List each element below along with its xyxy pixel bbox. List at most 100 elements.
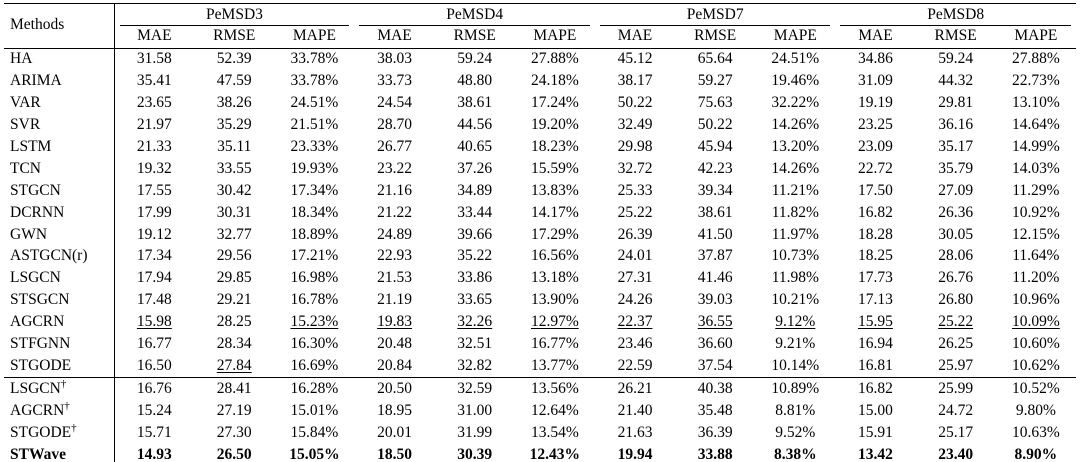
metric-value: 13.83% (530, 181, 579, 199)
metric-value: 12.64% (530, 401, 579, 419)
table-row: VAR 23.65 38.26 24.51% 24.54 38.61 17.24% 50.22… (4, 92, 1076, 115)
metric-value: 19.19 (858, 94, 893, 112)
metric-value: 22.72 (858, 159, 893, 177)
table-row: AGCRN† 15.24 27.19 15.01% 18.95 31.00 12.64% 21… (4, 400, 1076, 423)
metric-value: 24.72 (938, 401, 974, 419)
metric-value: 18.89% (290, 225, 339, 243)
metric-value: 32.49 (617, 116, 653, 134)
metric-value: 14.03% (1011, 159, 1060, 177)
metric-value: 21.63 (617, 423, 653, 441)
table-row: STGCN 17.55 30.42 17.34% 21.16 34.89 13.83% 25.… (4, 180, 1076, 203)
metric-value: 26.80 (938, 291, 974, 309)
metric-value: 18.95 (377, 401, 412, 419)
metric-value: 17.99 (136, 203, 172, 221)
metric-value: 25.22 (938, 313, 974, 331)
metric-value: 23.33% (290, 137, 339, 155)
metric-value: 15.23% (290, 313, 339, 331)
metric-value: 14.17% (530, 203, 579, 221)
metric-value: 42.23 (697, 159, 733, 177)
metric-value: 37.26 (457, 159, 493, 177)
metric-value: 23.22 (377, 159, 412, 177)
metric-value: 21.19 (377, 291, 412, 309)
metric-value: 26.50 (216, 445, 252, 462)
header-row-metrics: MAE RMSE MAPE MAE RMSE MAPE MAE RMSE MAPE MAE RMSE… (4, 25, 1076, 49)
metric-value: 27.30 (216, 423, 252, 441)
metric-value: 75.63 (697, 94, 733, 112)
metric-header: RMSE (434, 25, 515, 49)
metric-value: 33.78% (290, 50, 339, 68)
metric-value: 10.96% (1011, 291, 1060, 309)
metric-value: 29.81 (938, 94, 974, 112)
metric-value: 59.24 (938, 50, 974, 68)
metric-value: 21.53 (377, 269, 412, 287)
metric-value: 65.64 (697, 50, 733, 68)
dagger-mark: † (71, 422, 77, 434)
table-row: HA 31.58 52.39 33.78% 38.03 59.24 27.88% 45.12 6… (4, 48, 1076, 71)
metric-value: 23.46 (617, 335, 653, 353)
metric-value: 14.26% (771, 159, 820, 177)
metric-header: MAE (354, 25, 435, 49)
metric-value: 17.24% (530, 94, 579, 112)
metric-value: 11.82% (771, 203, 819, 221)
metric-value: 38.61 (697, 203, 733, 221)
metric-value: 28.70 (377, 116, 412, 134)
metric-value: 21.40 (617, 401, 653, 419)
metric-value: 28.06 (938, 247, 974, 265)
methods-header: Methods (4, 3, 115, 49)
metric-value: 36.16 (938, 116, 974, 134)
metric-value: 24.26 (617, 291, 653, 309)
method-name: STSGCN (4, 289, 115, 312)
method-name: VAR (4, 92, 115, 115)
dataset-header-pemsd7: PeMSD7 (595, 4, 835, 26)
metric-value: 50.22 (617, 94, 653, 112)
metric-value: 8.90% (1014, 445, 1058, 462)
metric-value: 8.81% (775, 401, 816, 419)
metric-value: 15.24 (136, 401, 172, 419)
metric-header: MAE (835, 25, 916, 49)
metric-value: 27.84 (216, 357, 252, 374)
metric-value: 14.26% (771, 116, 820, 134)
metric-value: 11.97% (771, 225, 819, 243)
table-row: STWave 14.93 26.50 15.05% 18.50 30.39 12.43% 19… (4, 444, 1076, 462)
method-name: LSGCN† (4, 377, 115, 401)
metric-value: 25.22 (617, 203, 653, 221)
metric-value: 34.89 (457, 181, 493, 199)
metric-value: 13.20% (771, 137, 820, 155)
header-row-datasets: Methods PeMSD3 PeMSD4 PeMSD7 PeMSD8 (4, 3, 1076, 49)
method-name: STGODE (4, 355, 115, 378)
metric-value: 16.82 (858, 203, 893, 221)
method-name: HA (4, 48, 115, 71)
metric-value: 35.22 (457, 247, 493, 265)
metric-value: 39.03 (697, 291, 733, 309)
metric-header: MAPE (995, 25, 1076, 49)
metric-header: MAE (114, 25, 195, 49)
metric-value: 17.48 (136, 291, 172, 309)
metric-value: 10.62% (1011, 357, 1060, 374)
method-name: SVR (4, 114, 115, 137)
metric-value: 31.58 (136, 50, 172, 68)
metric-value: 45.94 (697, 137, 733, 155)
metric-value: 19.93% (290, 159, 339, 177)
metric-value: 13.18% (530, 269, 579, 287)
metric-value: 10.92% (1011, 203, 1060, 221)
metric-value: 16.28% (274, 377, 355, 401)
metric-value: 33.86 (457, 269, 493, 287)
metric-value: 12.15% (1011, 225, 1060, 243)
metric-value: 59.27 (697, 72, 733, 90)
metric-value: 26.36 (938, 203, 974, 221)
metric-value: 35.17 (938, 137, 974, 155)
metric-value: 47.59 (216, 72, 252, 90)
table-row: STGODE 16.50 27.84 16.69% 20.84 32.82 13.77% 22… (4, 355, 1076, 378)
metric-value: 20.50 (354, 377, 435, 401)
table-row: STGODE† 15.71 27.30 15.84% 20.01 31.99 13.54% 2… (4, 422, 1076, 445)
metric-value: 15.91 (858, 423, 893, 441)
metric-value: 17.29% (530, 225, 579, 243)
metric-header: MAPE (755, 25, 836, 49)
metric-value: 13.90% (530, 291, 579, 309)
metric-value: 44.32 (938, 72, 974, 90)
metric-value: 16.50 (136, 357, 172, 374)
metric-value: 23.09 (858, 137, 893, 155)
metric-value: 9.80% (1015, 401, 1056, 419)
metric-value: 16.56% (530, 247, 579, 265)
table-row: GWN 19.12 32.77 18.89% 24.89 39.66 17.29% 26.39… (4, 224, 1076, 246)
